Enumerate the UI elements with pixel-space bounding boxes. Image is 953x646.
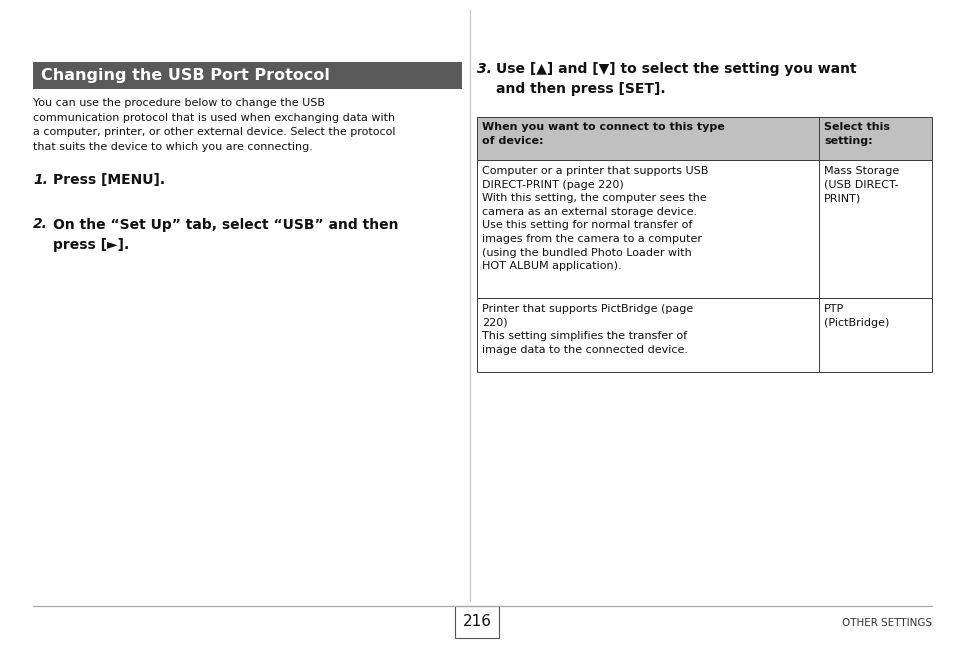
Text: 1.: 1.: [33, 174, 48, 187]
Text: You can use the procedure below to change the USB
communication protocol that is: You can use the procedure below to chang…: [33, 98, 395, 152]
Text: Select this
setting:: Select this setting:: [823, 122, 889, 145]
FancyBboxPatch shape: [476, 117, 931, 160]
Text: Use [▲] and [▼] to select the setting you want
and then press [SET].: Use [▲] and [▼] to select the setting yo…: [496, 62, 856, 96]
Text: PTP
(PictBridge): PTP (PictBridge): [823, 304, 889, 328]
FancyBboxPatch shape: [476, 298, 931, 372]
FancyBboxPatch shape: [455, 606, 498, 638]
Text: Mass Storage
(USB DIRECT-
PRINT): Mass Storage (USB DIRECT- PRINT): [823, 166, 899, 203]
Text: When you want to connect to this type
of device:: When you want to connect to this type of…: [482, 122, 724, 145]
Text: On the “Set Up” tab, select “USB” and then
press [►].: On the “Set Up” tab, select “USB” and th…: [53, 218, 398, 251]
Text: 216: 216: [462, 614, 491, 629]
Text: Printer that supports PictBridge (page
220)
This setting simplifies the transfer: Printer that supports PictBridge (page 2…: [482, 304, 693, 355]
Text: OTHER SETTINGS: OTHER SETTINGS: [841, 618, 931, 628]
FancyBboxPatch shape: [33, 62, 462, 89]
FancyBboxPatch shape: [476, 160, 931, 298]
Text: Changing the USB Port Protocol: Changing the USB Port Protocol: [41, 68, 330, 83]
Text: Press [MENU].: Press [MENU].: [53, 174, 165, 187]
Text: Computer or a printer that supports USB
DIRECT-PRINT (page 220)
With this settin: Computer or a printer that supports USB …: [482, 166, 708, 271]
Text: 2.: 2.: [33, 218, 48, 231]
Text: 3.: 3.: [476, 62, 492, 76]
